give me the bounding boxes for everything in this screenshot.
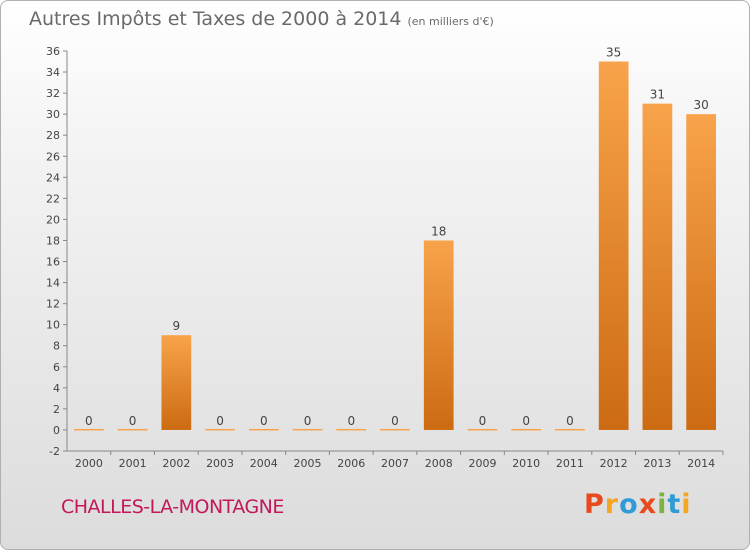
y-tick-label: 26: [46, 150, 60, 163]
bar-2005: [292, 428, 323, 431]
data-label-2012: 35: [606, 46, 621, 60]
x-tick-label: 2014: [687, 457, 715, 470]
y-tick-label: 8: [53, 340, 60, 353]
bar-2004: [248, 428, 279, 431]
y-tick-label: 28: [46, 129, 60, 142]
proxiti-logo[interactable]: Proxiti: [584, 489, 692, 520]
data-label-2013: 31: [650, 88, 665, 102]
y-tick-label: 18: [46, 234, 60, 247]
data-label-2014: 30: [693, 98, 708, 112]
x-tick-label: 2004: [250, 457, 278, 470]
bar-2002: [161, 335, 192, 430]
chart-unit: (en milliers d'€): [407, 15, 494, 28]
y-tick-label: -2: [49, 445, 60, 458]
x-tick-label: 2013: [643, 457, 671, 470]
data-label-2011: 0: [566, 414, 574, 428]
bar-2011: [555, 428, 585, 431]
data-labels: 0 0 9 0 0 0 0 0 18 0 0 0 35 31 30: [85, 46, 709, 428]
x-tick-label: 2012: [600, 457, 628, 470]
data-label-2006: 0: [347, 414, 355, 428]
bars: [73, 61, 717, 431]
logo-letter: o: [619, 489, 639, 520]
commune-name: CHALLES-LA-MONTAGNE: [61, 496, 284, 518]
y-tick-label: 14: [46, 277, 60, 290]
x-tick-label: 2003: [206, 457, 234, 470]
data-label-2009: 0: [479, 414, 487, 428]
bar-2013: [642, 103, 673, 430]
bar-2009: [467, 428, 498, 431]
bar-2006: [336, 428, 367, 431]
bar-2012: [598, 61, 629, 430]
data-label-2005: 0: [304, 414, 312, 428]
y-tick-label: 0: [53, 424, 60, 437]
x-tick-label: 2002: [162, 457, 190, 470]
x-tick-label: 2008: [425, 457, 453, 470]
y-tick-label: 36: [46, 45, 60, 58]
bar-2014: [686, 114, 717, 430]
data-label-2008: 18: [431, 224, 446, 238]
data-label-2010: 0: [522, 414, 530, 428]
y-tick-label: 4: [53, 382, 60, 395]
y-tick-label: 10: [46, 319, 60, 332]
y-tick-label: 34: [46, 66, 60, 79]
logo-letter: r: [604, 489, 620, 520]
logo-letter: i: [657, 489, 668, 520]
data-label-2002: 9: [173, 319, 181, 333]
chart-title: Autres Impôts et Taxes de 2000 à 2014 (en…: [29, 8, 494, 30]
logo-letter: P: [584, 489, 605, 520]
y-tick-label: 20: [46, 213, 60, 226]
y-tick-label: 6: [53, 361, 60, 374]
y-tick-label: 2: [53, 403, 60, 416]
y-tick-label: 32: [46, 87, 60, 100]
data-label-2000: 0: [85, 414, 93, 428]
y-tick-label: 16: [46, 256, 60, 269]
data-label-2003: 0: [216, 414, 224, 428]
y-tick-label: 24: [46, 171, 60, 184]
bar-2003: [205, 428, 235, 431]
y-tick-label: 30: [46, 108, 60, 121]
x-tick-label: 2001: [119, 457, 147, 470]
x-tick-label: 2009: [468, 457, 496, 470]
x-tick-label: 2000: [75, 457, 103, 470]
chart-title-text: Autres Impôts et Taxes de 2000 à 2014: [29, 8, 402, 30]
logo-letter: x: [638, 489, 658, 520]
data-label-2007: 0: [391, 414, 399, 428]
bar-2000: [73, 428, 104, 431]
y-tick-label: 12: [46, 298, 60, 311]
bar-2010: [511, 428, 542, 431]
data-label-2004: 0: [260, 414, 268, 428]
x-tick-label: 2010: [512, 457, 540, 470]
logo-letter: i: [681, 489, 692, 520]
y-tick-label: 22: [46, 192, 60, 205]
bar-2001: [117, 428, 148, 431]
bar-2007: [380, 428, 410, 431]
x-tick-label: 2011: [556, 457, 584, 470]
x-tick-label: 2007: [381, 457, 409, 470]
x-tick-label: 2005: [294, 457, 322, 470]
x-tick-label: 2006: [337, 457, 365, 470]
bar-2008: [423, 240, 454, 430]
data-label-2001: 0: [129, 414, 137, 428]
logo-letter: t: [667, 489, 682, 520]
